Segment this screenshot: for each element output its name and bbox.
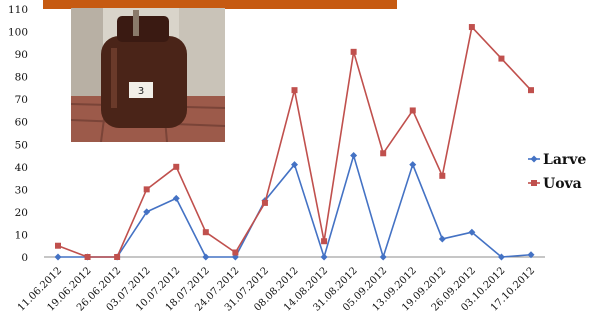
series-line-larve — [58, 156, 531, 257]
legend-marker-larve — [531, 156, 538, 163]
data-point-uova — [232, 249, 238, 255]
data-point-uova — [351, 49, 357, 55]
data-point-uova — [144, 186, 150, 192]
y-tick-label: 30 — [15, 184, 28, 196]
data-point-uova — [528, 87, 534, 93]
y-tick-label: 90 — [15, 49, 28, 61]
data-point-larve — [55, 254, 62, 261]
data-point-uova — [114, 254, 120, 260]
legend-marker-uova — [531, 180, 537, 186]
data-point-larve — [380, 254, 387, 261]
photo-label-text: 3 — [138, 86, 144, 97]
data-point-uova — [410, 107, 416, 113]
legend-label-uova: Uova — [543, 176, 582, 192]
data-point-uova — [292, 87, 298, 93]
data-point-larve — [321, 254, 328, 261]
data-point-larve — [173, 195, 180, 202]
photo-image: 3 — [71, 8, 225, 142]
y-tick-label: 70 — [15, 94, 28, 106]
data-point-uova — [469, 24, 475, 30]
data-point-uova — [439, 173, 445, 179]
data-point-uova — [173, 164, 179, 170]
data-point-uova — [498, 56, 504, 62]
y-tick-label: 40 — [15, 162, 28, 174]
y-tick-label: 110 — [8, 4, 28, 16]
data-point-uova — [321, 238, 327, 244]
data-point-larve — [350, 152, 357, 159]
data-point-uova — [380, 150, 386, 156]
legend-label-larve: Larve — [543, 152, 586, 168]
y-tick-label: 100 — [8, 27, 28, 39]
data-point-larve — [409, 161, 416, 168]
y-tick-label: 80 — [15, 72, 28, 84]
y-tick-label: 50 — [15, 139, 28, 151]
data-point-uova — [203, 229, 209, 235]
y-tick-label: 60 — [15, 117, 28, 129]
data-point-uova — [85, 254, 91, 260]
y-tick-label: 20 — [15, 207, 28, 219]
bottle-photo: 3 — [71, 8, 225, 142]
data-point-uova — [262, 200, 268, 206]
y-tick-label: 0 — [21, 252, 28, 264]
data-point-uova — [55, 243, 61, 249]
data-point-larve — [202, 254, 209, 261]
y-tick-label: 10 — [15, 229, 28, 241]
data-point-larve — [439, 235, 446, 242]
